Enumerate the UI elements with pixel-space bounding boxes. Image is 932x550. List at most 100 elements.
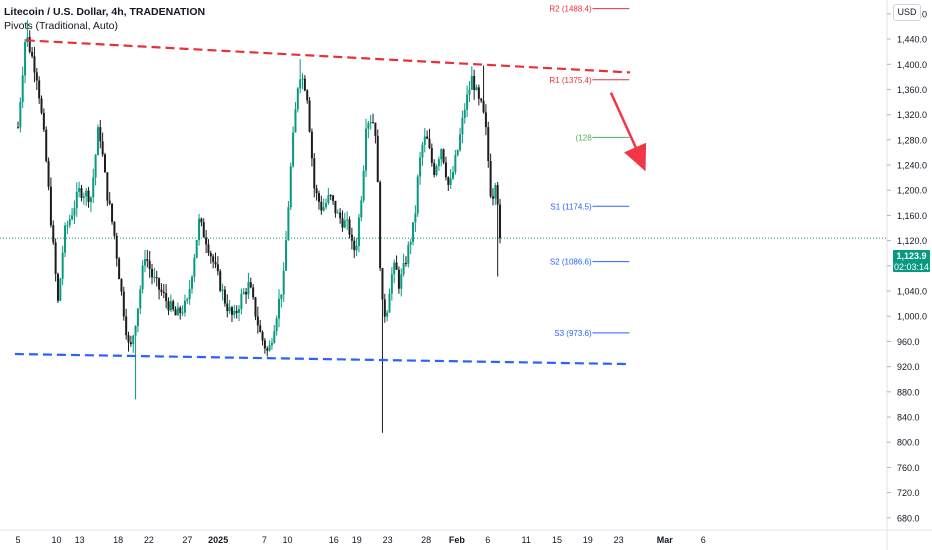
candle-body <box>456 149 459 156</box>
candle-body <box>249 282 252 288</box>
candle-body <box>386 312 389 317</box>
candle-body <box>327 195 330 203</box>
candle-body <box>473 76 476 91</box>
candle-body <box>308 100 311 132</box>
support-trendline <box>14 352 631 366</box>
candle-body <box>409 242 412 245</box>
candle-body <box>245 291 248 295</box>
candle-body <box>252 287 255 298</box>
candle-body <box>148 260 151 269</box>
x-tick-label: 6 <box>485 535 490 545</box>
candle-body <box>383 299 386 317</box>
currency-button[interactable]: USD <box>893 4 921 21</box>
candle-body <box>270 342 273 346</box>
candle-body <box>73 208 76 216</box>
candle-body <box>195 240 198 258</box>
candle-body <box>99 127 102 142</box>
candle-body <box>266 348 269 351</box>
symbol-title[interactable]: Litecoin / U.S. Dollar, 4h, TRADENATION <box>4 6 206 18</box>
y-tick-label: 1,160.0 <box>897 211 927 221</box>
y-tick-label: 720.0 <box>897 488 920 498</box>
bar-countdown: 02:03:14 <box>893 262 930 272</box>
x-tick-label: 2025 <box>208 535 228 545</box>
candle-body <box>96 127 99 156</box>
candle-body <box>430 147 433 163</box>
candle-body <box>127 335 130 343</box>
pivot-label-p: (128 <box>576 133 593 142</box>
candle-body <box>71 215 74 220</box>
candle-body <box>433 162 436 175</box>
y-tick-label: 880.0 <box>897 387 920 397</box>
candle-body <box>256 316 259 326</box>
x-tick-label: 18 <box>113 535 123 545</box>
candle-body <box>205 237 208 245</box>
candle-body <box>414 213 417 223</box>
candle-body <box>289 166 292 208</box>
candle-body <box>106 172 109 201</box>
candle-body <box>334 200 337 214</box>
candle-body <box>120 279 123 292</box>
x-tick-label: 10 <box>282 535 292 545</box>
candle-body <box>235 310 238 313</box>
candle-body <box>273 331 276 343</box>
candle-body <box>475 87 478 91</box>
candle-body <box>59 278 62 301</box>
candle-body <box>193 257 196 277</box>
candle-body <box>381 268 384 300</box>
x-tick-label: Mar <box>657 535 674 545</box>
candle-body <box>496 185 499 205</box>
candle-body <box>35 72 38 81</box>
candle-body <box>155 277 158 279</box>
candle-body <box>303 78 306 91</box>
candle-body <box>66 225 69 227</box>
candle-body <box>447 177 450 185</box>
x-tick-label: 23 <box>383 535 393 545</box>
candle-body <box>219 271 222 291</box>
candle-body <box>111 203 114 222</box>
candle-body <box>329 195 332 197</box>
candle-body <box>80 188 83 198</box>
x-tick-label: 23 <box>614 535 624 545</box>
candle-body <box>463 109 466 118</box>
candle-body <box>322 207 325 211</box>
candle-body <box>357 217 360 246</box>
candle-body <box>468 89 471 95</box>
x-tick-label: 5 <box>15 535 20 545</box>
last-price-value: 1,123.9 <box>896 251 927 261</box>
candle-body <box>482 100 485 113</box>
candle-body <box>277 298 280 319</box>
x-tick-label: 7 <box>262 535 267 545</box>
candle-body <box>449 178 452 185</box>
y-tick-label: 1,320.0 <box>897 110 927 120</box>
candle-body <box>348 219 351 235</box>
candle-body <box>499 204 502 239</box>
candle-body <box>341 218 344 228</box>
candle-body <box>108 200 111 204</box>
x-tick-label: 19 <box>583 535 593 545</box>
x-tick-label: 19 <box>352 535 362 545</box>
candle-body <box>466 94 469 110</box>
y-tick-label: 1,200.0 <box>897 186 927 196</box>
candle-body <box>209 253 212 257</box>
candle-body <box>122 291 125 317</box>
candle-body <box>355 245 358 251</box>
candle-body <box>461 117 464 135</box>
y-tick-label: 960.0 <box>897 337 920 347</box>
candle-body <box>61 252 64 279</box>
candle-body <box>64 225 67 253</box>
x-tick-label: 16 <box>329 535 339 545</box>
candle-body <box>388 293 391 313</box>
candle-body <box>360 200 363 218</box>
candle-body <box>186 299 189 301</box>
indicator-label[interactable]: Pivots (Traditional, Auto) <box>4 20 118 32</box>
y-tick-label: 1,000.0 <box>897 312 927 322</box>
y-tick-label: 680.0 <box>897 513 920 523</box>
candle-body <box>343 220 346 228</box>
y-tick-label: 920.0 <box>897 362 920 372</box>
candle-body <box>339 212 342 219</box>
candle-body <box>40 98 43 113</box>
x-tick-label: 27 <box>182 535 192 545</box>
candle-body <box>54 242 57 274</box>
candle-body <box>134 325 137 336</box>
